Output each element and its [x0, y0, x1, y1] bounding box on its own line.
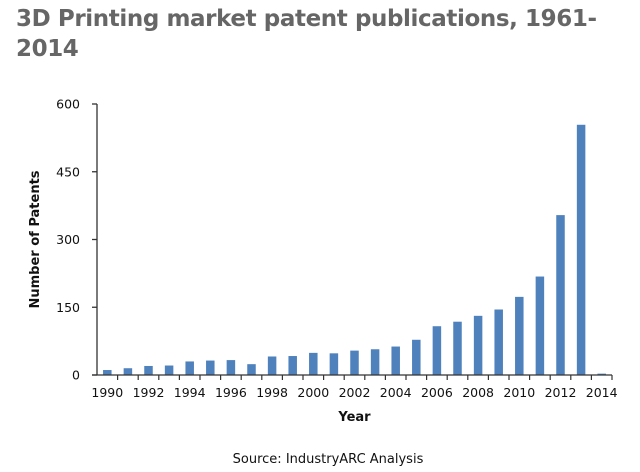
source-note: Source: IndustryARC Analysis	[233, 452, 424, 467]
bar-1996	[226, 360, 236, 375]
x-tick-label: 1996	[215, 385, 247, 400]
x-tick-label: 2014	[586, 385, 618, 400]
bar-2014	[597, 373, 606, 375]
bar-2009	[494, 309, 503, 375]
bar-2002	[350, 350, 359, 375]
bar-1993	[164, 365, 174, 375]
x-axis-ticks: 1990 1992 1994 1996 1998 2000 2002 2004 2006 2008…	[91, 375, 618, 400]
y-tick-label: 0	[72, 368, 80, 383]
chart-title: 3D Printing market patent publications, …	[16, 6, 597, 62]
bar-1992	[144, 365, 153, 375]
bar-1997	[247, 364, 256, 375]
bar-2010	[515, 296, 524, 375]
bar-1990	[103, 370, 112, 375]
x-tick-label: 2012	[545, 385, 577, 400]
y-tick-label: 300	[56, 232, 80, 247]
x-tick-label: 1994	[174, 385, 206, 400]
bar-1998	[267, 356, 277, 375]
bar-1999	[288, 356, 297, 375]
bar-2012	[556, 215, 565, 375]
x-tick-label: 2004	[380, 385, 412, 400]
x-tick-label: 1992	[133, 385, 165, 400]
x-tick-label: 2006	[421, 385, 453, 400]
bar-2006	[432, 326, 442, 375]
bar-2005	[412, 339, 421, 375]
bar-2001	[329, 353, 339, 375]
x-tick-label: 1990	[91, 385, 123, 400]
x-tick-label: 2000	[297, 385, 329, 400]
bar-2008	[473, 315, 483, 375]
y-tick-label: 450	[56, 164, 80, 179]
x-tick-label: 1998	[256, 385, 288, 400]
y-axis-ticks: 0 150 300 450 600	[56, 97, 97, 383]
bar-2000	[309, 352, 318, 375]
bar-2004	[391, 346, 400, 375]
bar-1994	[185, 361, 194, 375]
bar-1995	[206, 360, 215, 375]
x-tick-label: 2008	[462, 385, 494, 400]
bar-2013	[576, 124, 586, 375]
y-axis-title: Number of Patents	[28, 170, 43, 308]
y-tick-label: 150	[56, 300, 80, 315]
x-axis-title: Year	[337, 410, 371, 425]
bars-group	[103, 124, 606, 375]
bar-2003	[370, 349, 380, 375]
bar-2011	[535, 276, 545, 375]
x-tick-label: 2010	[503, 385, 535, 400]
x-tick-label: 2002	[339, 385, 371, 400]
bar-1991	[123, 368, 133, 375]
y-tick-label: 600	[56, 97, 80, 112]
bar-2007	[453, 321, 462, 375]
